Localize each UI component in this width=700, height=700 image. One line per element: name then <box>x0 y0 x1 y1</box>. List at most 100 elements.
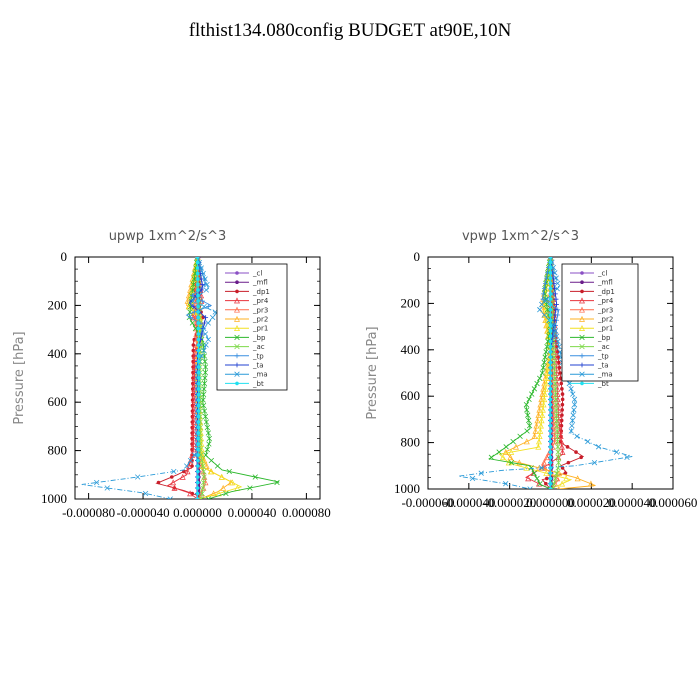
data-point <box>548 265 553 270</box>
legend-label: _cl <box>597 270 607 278</box>
data-point <box>538 465 545 471</box>
data-point <box>551 370 558 376</box>
data-point <box>202 369 209 376</box>
data-point <box>560 402 565 407</box>
y-tick-label: 0 <box>414 249 421 264</box>
data-point <box>574 475 581 482</box>
data-point <box>548 392 553 396</box>
data-point <box>547 257 554 260</box>
data-point <box>524 407 530 413</box>
data-point <box>205 304 211 309</box>
y-tick-label: 400 <box>401 342 421 357</box>
legend-label: _pr4 <box>597 297 614 305</box>
data-point <box>188 315 194 320</box>
data-point <box>545 338 551 345</box>
data-point <box>235 289 239 294</box>
data-point <box>548 323 553 328</box>
data-point <box>234 343 240 350</box>
data-point <box>585 438 591 445</box>
data-point <box>469 475 476 482</box>
y-tick-label: 600 <box>401 388 421 403</box>
data-point <box>552 375 558 381</box>
data-point <box>595 444 602 450</box>
data-point <box>541 286 547 292</box>
x-tick-label: -0.000040 <box>117 505 170 520</box>
data-point <box>196 343 201 347</box>
data-point <box>548 313 553 317</box>
data-point <box>190 429 197 436</box>
data-point <box>548 257 553 259</box>
data-point <box>531 386 538 392</box>
data-point <box>543 275 549 281</box>
data-point <box>167 496 173 499</box>
legend-label: _cl <box>252 270 262 278</box>
data-point <box>194 257 201 260</box>
data-point <box>195 266 200 270</box>
data-point <box>201 325 207 332</box>
data-point <box>527 486 533 489</box>
data-point <box>214 463 221 469</box>
data-point <box>552 328 559 334</box>
data-point <box>548 307 553 312</box>
data-point <box>565 445 570 449</box>
data-point <box>183 463 190 469</box>
data-point <box>539 370 546 376</box>
legend-box <box>561 263 639 382</box>
y-axis-label: Pressure [hPa] <box>365 326 380 419</box>
data-point <box>499 454 506 461</box>
data-point <box>548 355 553 359</box>
data-point <box>551 438 558 445</box>
data-point <box>541 312 548 318</box>
data-point <box>566 460 571 465</box>
data-point <box>548 281 553 286</box>
data-point <box>235 271 239 275</box>
data-point <box>548 445 553 449</box>
data-point <box>548 350 553 354</box>
data-point <box>548 329 553 333</box>
data-point <box>548 439 553 444</box>
legend-label: _mfl <box>597 279 613 287</box>
data-point <box>189 287 196 293</box>
data-point <box>563 471 568 475</box>
y-tick-label: 400 <box>48 346 68 361</box>
data-point <box>551 354 557 360</box>
data-point <box>503 481 509 487</box>
data-point <box>554 433 561 439</box>
data-point <box>202 320 207 326</box>
data-point <box>507 454 514 461</box>
data-point <box>209 314 216 321</box>
data-point <box>525 412 531 418</box>
data-point <box>201 474 207 480</box>
data-point <box>196 392 201 397</box>
data-point <box>201 347 207 354</box>
data-point <box>548 387 553 391</box>
data-point <box>537 481 543 487</box>
data-point <box>560 397 565 402</box>
data-point <box>548 260 553 265</box>
x-tick-label: -0.000040 <box>442 495 495 510</box>
data-point <box>523 438 530 445</box>
data-point <box>548 292 553 296</box>
data-point <box>196 332 201 336</box>
data-point <box>191 343 196 347</box>
data-point <box>204 446 211 453</box>
data-point <box>196 310 200 314</box>
chart-panel-1: vpwp 1xm^2/s^3 Pressure [hPa] 0 200 400 600 80… <box>365 229 697 510</box>
data-point <box>196 365 201 369</box>
data-point <box>570 412 576 418</box>
data-point <box>541 359 547 366</box>
legend-label: _tp <box>597 352 609 360</box>
data-point <box>554 280 561 287</box>
data-point <box>548 276 553 280</box>
data-point <box>195 277 200 281</box>
data-point <box>579 343 585 350</box>
data-point <box>235 280 239 285</box>
series-group <box>458 257 633 489</box>
data-point <box>196 464 200 468</box>
x-tick-label: -0.000060 <box>401 495 454 510</box>
data-point <box>552 475 559 482</box>
data-point <box>557 365 562 370</box>
data-point <box>202 358 208 365</box>
data-point <box>195 260 200 265</box>
data-point <box>196 431 201 435</box>
